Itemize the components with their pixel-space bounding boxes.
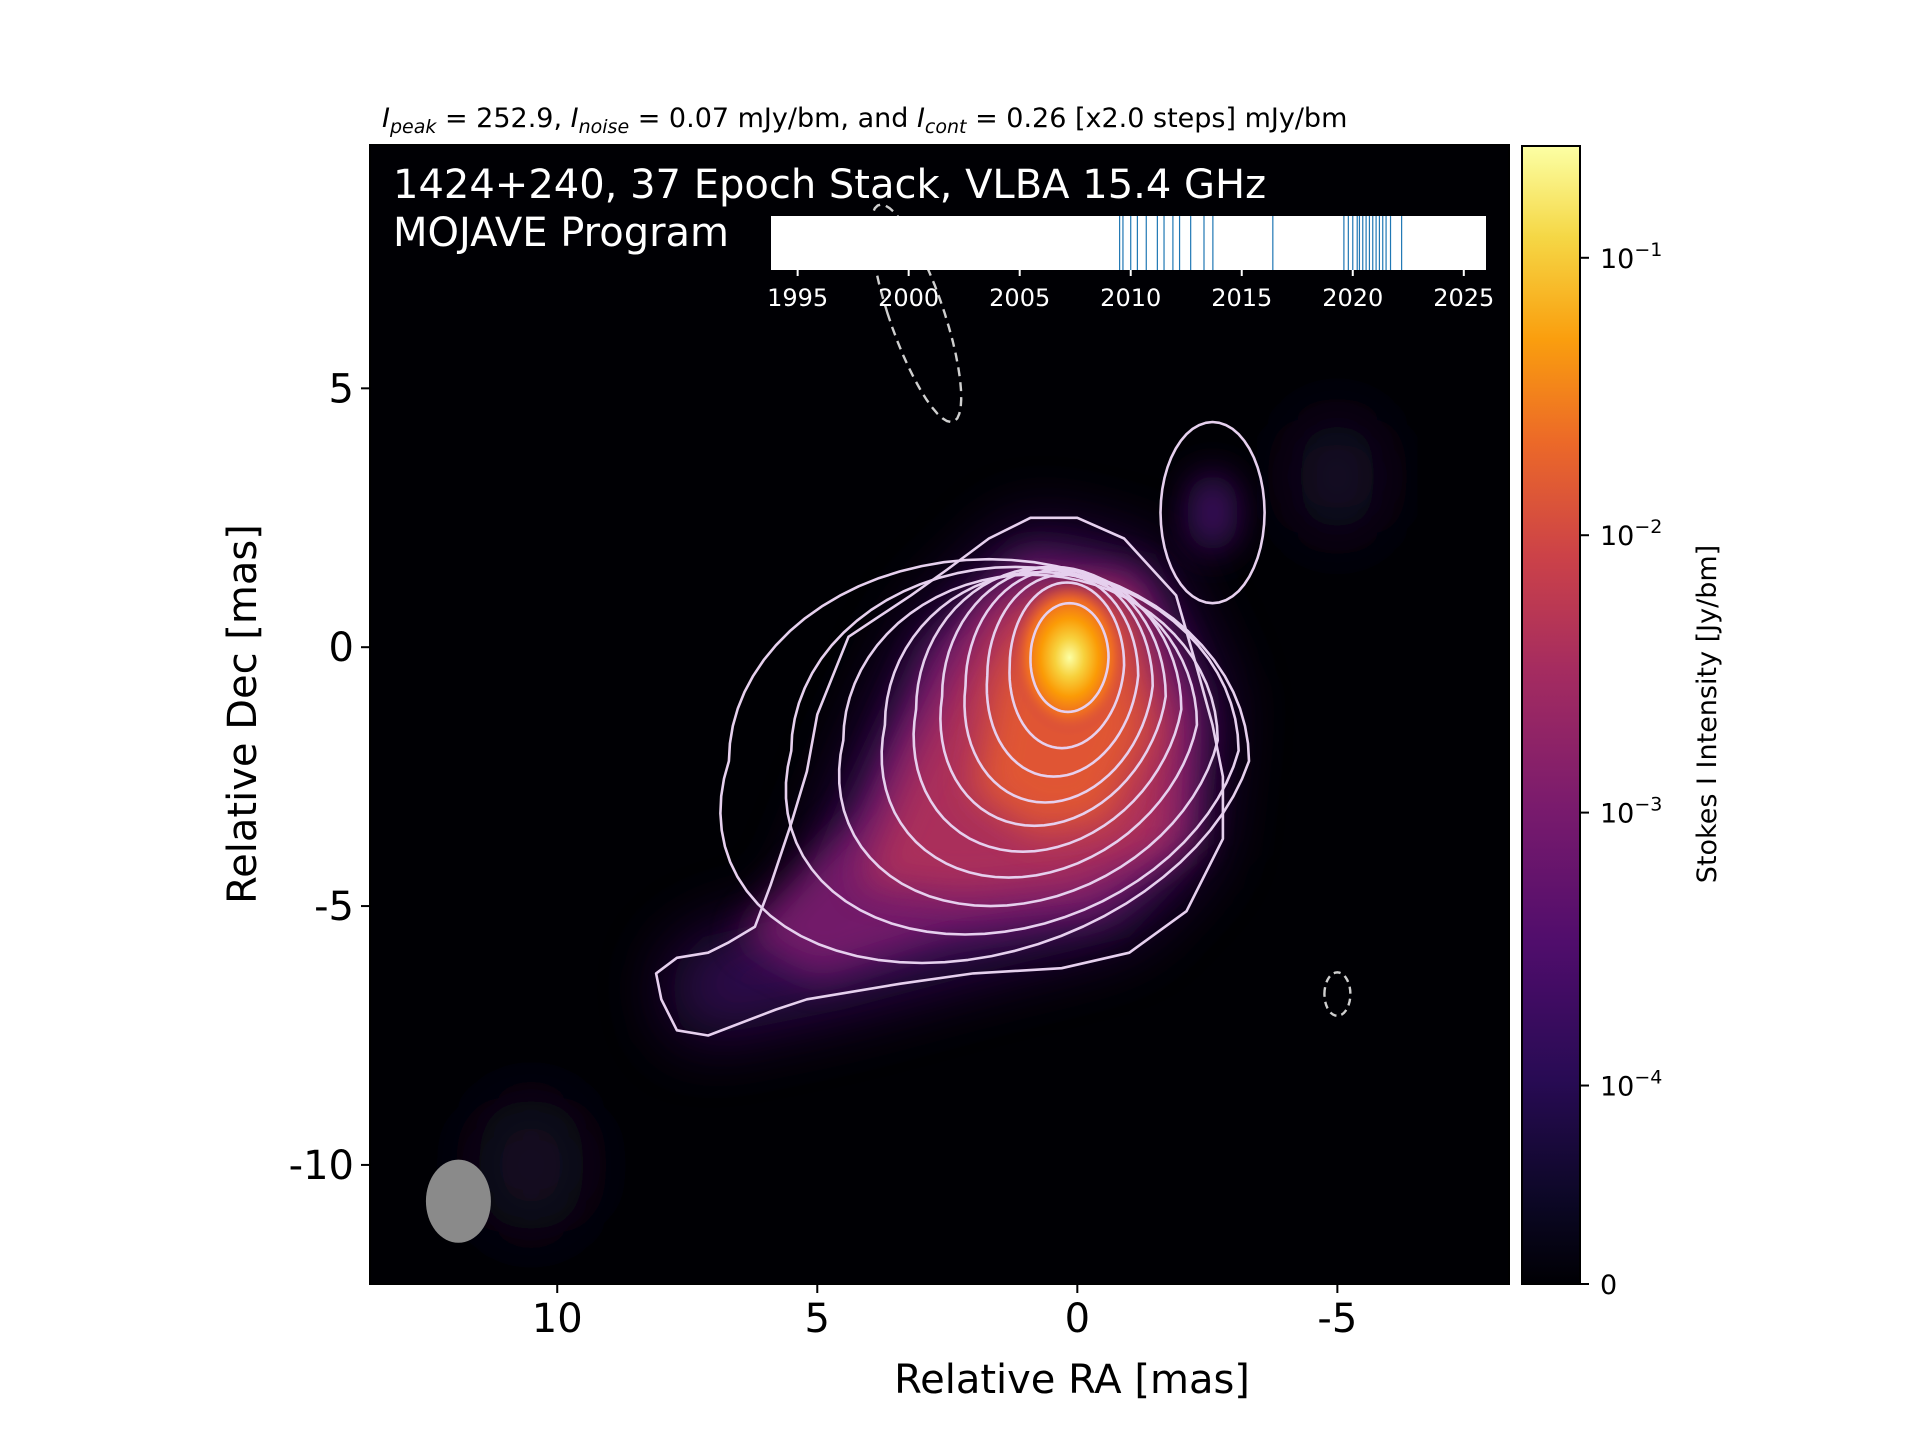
plot-frame [369, 144, 1510, 1285]
contour-level-5 [880, 570, 1199, 879]
header-part-8: = 0.26 [x2.0 steps] mJy/bm [966, 103, 1347, 134]
contour-level-1 [654, 516, 1225, 1037]
colorbar-tick-exponent: −1 [1634, 239, 1662, 261]
x-axis-label: Relative RA [mas] [894, 1357, 1250, 1403]
y-tick-label-5: 5 [329, 366, 354, 412]
contour-level-4 [837, 573, 1219, 908]
plot-title-line1: 1424+240, 37 Epoch Stack, VLBA 15.4 GHz [393, 162, 1266, 208]
colorbar-tick-base: 10 [1600, 521, 1634, 552]
contour-lines [654, 203, 1352, 1037]
colorbar-tick-label-3: 10−4 [1600, 1067, 1662, 1103]
colorbar-label: Stokes I Intensity [Jy/bm] [1692, 545, 1723, 883]
colorbar-ticks: 10−110−210−310−40 [1580, 239, 1662, 1301]
x-tick-label-10: 10 [532, 1296, 583, 1342]
emission-knot [1186, 472, 1239, 553]
header-part-1: peak [389, 116, 437, 138]
timeline-tick-label-2015: 2015 [1211, 284, 1272, 312]
x-axis-ticks: 10 5 0 -5 [532, 1284, 1357, 1342]
header-part-5: = 0.07 mJy/bm, and [629, 103, 917, 134]
contour-knot [1159, 420, 1266, 605]
colorbar-gradient [1521, 145, 1581, 1285]
colorbar-tick-base: 0 [1600, 1270, 1617, 1301]
chart-header: Ipeak = 252.9, Inoise = 0.07 mJy/bm, and… [382, 103, 1347, 138]
y-tick-label-0: 0 [329, 625, 354, 671]
header-part-2: = 252.9, [436, 103, 570, 134]
timeline-background [771, 216, 1486, 270]
contour-level-3 [784, 565, 1240, 936]
timeline-tick-label-2005: 2005 [989, 284, 1050, 312]
timeline-tick-label-2000: 2000 [878, 284, 939, 312]
colorbar: 10−110−210−310−40 Stokes I Intensity [Jy… [1521, 145, 1723, 1301]
colorbar-tick-base: 10 [1600, 244, 1634, 275]
header-part-4: noise [579, 116, 630, 138]
timeline-tick-label-2025: 2025 [1433, 284, 1494, 312]
x-tick-label-0: 0 [1065, 1296, 1090, 1342]
colorbar-tick-exponent: −2 [1634, 516, 1662, 538]
contour-level-2 [719, 557, 1251, 965]
x-tick-label-5: 5 [805, 1296, 830, 1342]
colorbar-tick-exponent: −4 [1634, 1067, 1662, 1089]
y-tick-label--5: -5 [314, 884, 354, 930]
colorbar-tick-base: 10 [1600, 799, 1634, 830]
contour-level-6 [912, 565, 1183, 853]
contour-level-9 [985, 573, 1140, 778]
y-tick-label--10: -10 [289, 1143, 354, 1189]
timeline-tick-label-2010: 2010 [1100, 284, 1161, 312]
x-tick-label--5: -5 [1317, 1296, 1357, 1342]
epoch-timeline: 1995 2000 2005 2010 2015 2020 2025 [767, 216, 1494, 312]
colorbar-tick-exponent: −3 [1634, 794, 1662, 816]
colorbar-tick-label-4: 0 [1600, 1270, 1617, 1301]
contour-level-10 [1008, 581, 1126, 750]
header-part-7: cont [925, 116, 968, 138]
timeline-tick-label-1995: 1995 [767, 284, 828, 312]
y-axis-label: Relative Dec [mas] [220, 524, 266, 904]
negative-contour-south [1323, 971, 1352, 1018]
header-part-6: I [917, 103, 925, 134]
beam-ellipse [425, 1159, 491, 1243]
header-part-3: I [571, 103, 579, 134]
colorbar-tick-label-0: 10−1 [1600, 239, 1662, 275]
colorbar-tick-label-2: 10−3 [1600, 794, 1662, 830]
emission-faint-south [476, 1094, 587, 1235]
contour-level-11 [1029, 601, 1110, 714]
colorbar-tick-base: 10 [1600, 1072, 1634, 1103]
header-part-0: I [382, 103, 390, 134]
colorbar-tick-label-1: 10−2 [1600, 516, 1662, 552]
y-axis-ticks: 5 0 -5 -10 [289, 366, 370, 1189]
contour-level-8 [963, 568, 1154, 804]
emission-faint-north [1297, 416, 1378, 537]
contour-level-7 [939, 565, 1167, 828]
plot-title-line2: MOJAVE Program [393, 210, 729, 256]
timeline-tick-label-2020: 2020 [1322, 284, 1383, 312]
beam-layer [425, 1159, 491, 1243]
plot-area: 1424+240, 37 Epoch Stack, VLBA 15.4 GHz … [289, 144, 1510, 1342]
